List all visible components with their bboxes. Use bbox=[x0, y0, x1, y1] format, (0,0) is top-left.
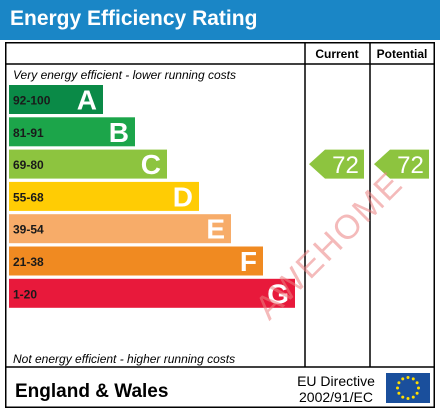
eu-star bbox=[417, 386, 420, 390]
band-range-e: 39-54 bbox=[13, 223, 44, 237]
eu-star bbox=[411, 377, 415, 381]
current-rating-value: 72 bbox=[332, 152, 359, 179]
band-range-b: 81-91 bbox=[13, 126, 44, 140]
eu-star bbox=[397, 391, 401, 395]
potential-rating-arrow bbox=[374, 149, 429, 179]
rating-indicators: 72 72 bbox=[309, 149, 429, 179]
chart-frame bbox=[5, 42, 435, 408]
band-letter-b: B bbox=[109, 117, 129, 148]
band-bar-e bbox=[9, 214, 231, 244]
eu-star bbox=[415, 381, 419, 385]
band-range-c: 69-80 bbox=[13, 158, 44, 172]
band-bar-d bbox=[9, 181, 199, 211]
eu-star bbox=[397, 381, 401, 385]
band-letter-c: C bbox=[141, 149, 161, 180]
potential-rating-value: 72 bbox=[397, 152, 424, 179]
note-bottom: Not energy efficient - higher running co… bbox=[13, 352, 235, 366]
eu-star bbox=[411, 395, 415, 399]
band-bar-a bbox=[9, 85, 103, 114]
band-letter-a: A bbox=[77, 85, 97, 116]
eu-star bbox=[415, 391, 419, 395]
rating-bands: 92-100 A 81-91 B 69-80 C 55-68 D 39-54 E 21-38 F 1-2… bbox=[9, 85, 295, 309]
title-bar: Energy Efficiency Rating bbox=[0, 0, 440, 40]
band-range-d: 55-68 bbox=[13, 190, 44, 204]
rating-chart: Current Potential Very energy efficient … bbox=[5, 42, 435, 408]
current-rating-arrow bbox=[309, 149, 364, 179]
footer-directive-line2: 2002/91/EC bbox=[299, 389, 373, 405]
band-bar-g bbox=[9, 278, 295, 308]
footer-directive-line1: EU Directive bbox=[297, 373, 375, 389]
footer-region: England & Wales bbox=[15, 381, 168, 402]
band-letter-d: D bbox=[173, 181, 193, 212]
band-bar-f bbox=[9, 246, 263, 276]
band-letter-g: G bbox=[267, 278, 289, 309]
eu-star bbox=[401, 377, 405, 381]
column-header-current: Current bbox=[315, 47, 358, 61]
eu-star bbox=[401, 395, 405, 399]
band-bar-c bbox=[9, 149, 167, 179]
eu-star bbox=[406, 397, 410, 400]
eu-star bbox=[396, 386, 399, 390]
band-range-f: 21-38 bbox=[13, 255, 44, 269]
band-letter-e: E bbox=[206, 214, 225, 245]
column-header-potential: Potential bbox=[377, 47, 428, 61]
band-bar-b bbox=[9, 117, 135, 147]
band-letter-f: F bbox=[240, 246, 257, 277]
chart-title: Energy Efficiency Rating bbox=[10, 7, 258, 30]
band-range-a: 92-100 bbox=[13, 94, 51, 108]
note-top: Very energy efficient - lower running co… bbox=[13, 68, 236, 82]
eu-star bbox=[406, 376, 410, 379]
band-range-g: 1-20 bbox=[13, 287, 37, 301]
eu-flag-icon bbox=[386, 373, 430, 403]
